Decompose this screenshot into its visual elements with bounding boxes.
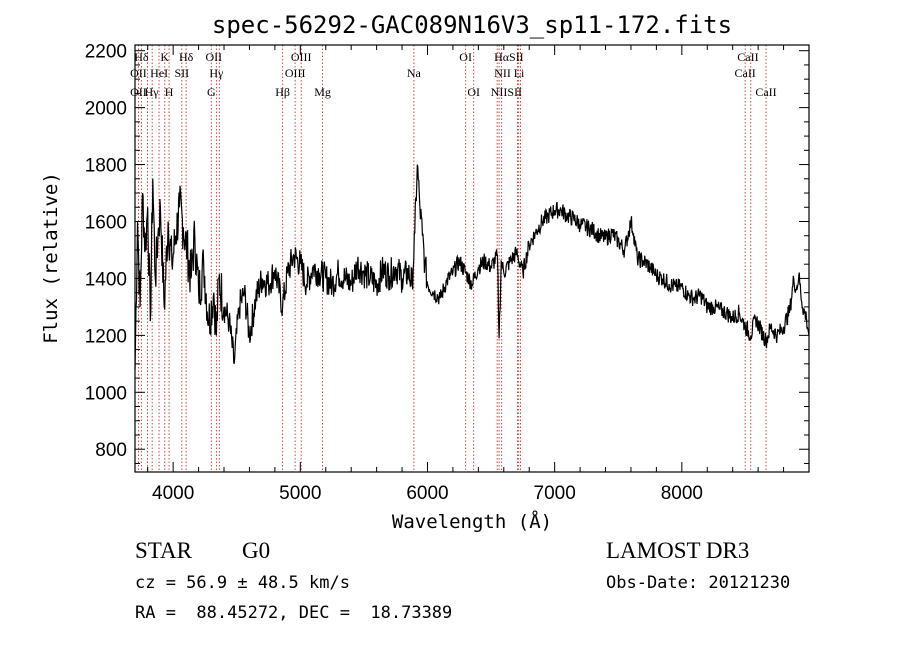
spectral-line-label: Na xyxy=(407,66,422,80)
spectral-line-label: OII xyxy=(130,66,147,80)
y-axis-label: Flux (relative) xyxy=(40,172,62,344)
chart-title: spec-56292-GAC089N16V3_sp11-172.fits xyxy=(212,11,732,39)
spectral-line-label: Hδ xyxy=(179,50,194,64)
x-tick-label: 5000 xyxy=(279,483,321,504)
spectral-line-label: Hδ xyxy=(134,50,149,64)
spectral-line-label: NIISII xyxy=(491,85,522,99)
spectral-line-label: Hγ xyxy=(145,85,160,99)
x-tick-label: 8000 xyxy=(661,483,703,504)
y-tick-label: 800 xyxy=(95,440,127,461)
spectral-line-label: SII xyxy=(174,66,189,80)
y-axis-ticks: 800 1000 1200 1400 1600 1800 2000 2200 xyxy=(85,42,809,464)
y-tick-label: 1800 xyxy=(85,156,127,177)
y-tick-label: 2200 xyxy=(85,42,127,63)
plot-frame xyxy=(134,44,810,473)
spectral-line-label: Hβ xyxy=(275,85,290,99)
spectral-line-label: Li xyxy=(514,66,525,80)
object-class: STAR xyxy=(135,538,192,563)
coordinates: RA = 88.45272, DEC = 18.73389 xyxy=(135,603,453,623)
x-tick-label: 6000 xyxy=(406,483,448,504)
x-axis-ticks: 4000 5000 6000 7000 8000 xyxy=(147,45,785,504)
spectral-line-label: OIII xyxy=(291,50,312,64)
spectral-line-label: OIII xyxy=(285,66,306,80)
y-tick-label: 1600 xyxy=(85,212,127,233)
spectral-line-label: NII xyxy=(494,66,511,80)
x-axis-label: Wavelength (Å) xyxy=(392,510,552,533)
spectral-line-label: HeI xyxy=(150,66,168,80)
spectral-line-label: H xyxy=(165,85,174,99)
x-tick-label: 4000 xyxy=(152,483,194,504)
y-tick-label: 1400 xyxy=(85,269,127,290)
spectral-line-label: Hγ xyxy=(209,66,224,80)
y-tick-label: 1000 xyxy=(85,383,127,404)
spectral-line-label: G xyxy=(207,85,216,99)
survey-name: LAMOST DR3 xyxy=(606,538,750,563)
spectral-line-label: Mg xyxy=(314,85,331,99)
spectral-line-label: CaII xyxy=(755,85,776,99)
spectral-line-label: OII xyxy=(130,85,147,99)
observation-date: Obs-Date: 20121230 xyxy=(606,573,791,593)
spectral-line-label: OII xyxy=(206,50,223,64)
y-tick-label: 2000 xyxy=(85,99,127,120)
redshift-value: cz = 56.9 ± 48.5 km/s xyxy=(135,573,350,593)
x-tick-label: 7000 xyxy=(534,483,576,504)
spectral-line-label: OI xyxy=(459,50,472,64)
y-tick-label: 1200 xyxy=(85,326,127,347)
spectral-line-label: CaII xyxy=(737,50,758,64)
spectral-line-label: K xyxy=(160,50,169,64)
spectral-line-markers xyxy=(137,45,767,472)
object-subclass: G0 xyxy=(242,538,271,563)
spectral-line-label: CaII xyxy=(734,66,755,80)
spectral-line-label: HαSII xyxy=(494,50,524,64)
spectrum-series-line xyxy=(134,164,810,370)
spectral-line-label: OI xyxy=(467,85,480,99)
